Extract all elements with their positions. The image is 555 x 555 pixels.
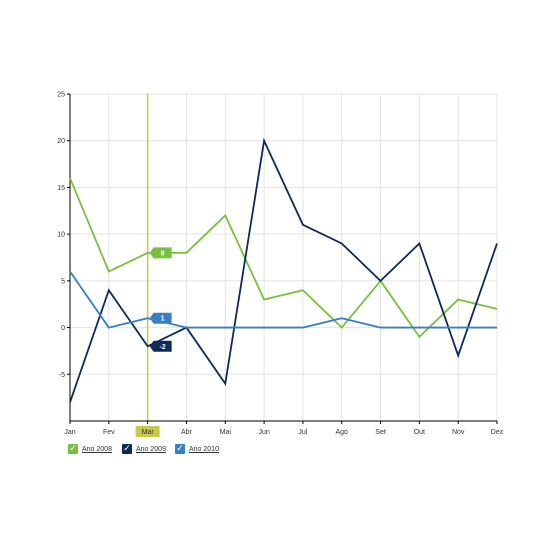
x-tick-label: Out: [414, 429, 425, 436]
checkmark-icon[interactable]: ✓: [122, 444, 132, 454]
x-tick-label: Mar: [142, 429, 155, 436]
value-marker-bg: [149, 340, 172, 352]
legend-label[interactable]: Ano 2010: [189, 445, 219, 453]
x-tick-label: Jun: [258, 429, 269, 436]
value-marker: 1: [149, 312, 172, 324]
y-tick-label: -5: [59, 372, 65, 379]
x-tick-label: Jul: [298, 429, 307, 436]
y-tick-label: 15: [57, 185, 65, 192]
value-marker-bg: [149, 312, 172, 324]
value-marker: -2: [149, 340, 172, 352]
x-tick-label: Fev: [103, 429, 115, 436]
value-marker-label: -2: [160, 344, 166, 351]
legend-item[interactable]: ✓ Ano 2008: [68, 443, 112, 455]
value-marker-label: 8: [161, 250, 165, 257]
legend-label[interactable]: Ano 2008: [82, 445, 112, 453]
x-tick-label: Ago: [335, 429, 348, 436]
y-tick-label: 20: [57, 138, 65, 145]
x-tick-label: Mai: [220, 429, 232, 436]
y-tick-label: 0: [61, 325, 65, 332]
x-tick-label: Jan: [64, 429, 75, 436]
legend-item[interactable]: ✓ Ano 2009: [122, 443, 166, 455]
y-tick-label: 5: [61, 278, 65, 285]
y-tick-label: 10: [57, 232, 65, 239]
grid-lines: [69, 93, 498, 421]
tick-labels: -5 0 5 10 15 20 25 Jan Fev Mar Abr Mai Jun Jul Ago Set O…: [57, 92, 504, 437]
series-lines: [69, 137, 498, 403]
series-line-ano-2010: [69, 271, 497, 329]
x-tick-label: Abr: [181, 429, 193, 436]
x-tick-label: Dez: [491, 429, 504, 436]
value-markers: 8 -2 1: [149, 247, 172, 352]
highlight-tick-bg: [135, 426, 160, 437]
x-tick-label: Set: [375, 429, 386, 436]
x-tick-label: Nov: [452, 429, 465, 436]
value-marker-label: 1: [161, 316, 165, 323]
value-marker: 8: [149, 247, 172, 259]
legend-label[interactable]: Ano 2009: [136, 445, 166, 453]
axes: [67, 93, 498, 424]
series-line-ano-2008: [69, 177, 498, 339]
y-tick-label: 25: [57, 92, 65, 99]
checkmark-icon[interactable]: ✓: [175, 444, 185, 454]
legend-item[interactable]: ✓ Ano 2010: [175, 443, 219, 455]
checkmark-icon[interactable]: ✓: [68, 444, 78, 454]
value-marker-bg: [149, 247, 172, 259]
series-line-ano-2009: [69, 137, 498, 403]
